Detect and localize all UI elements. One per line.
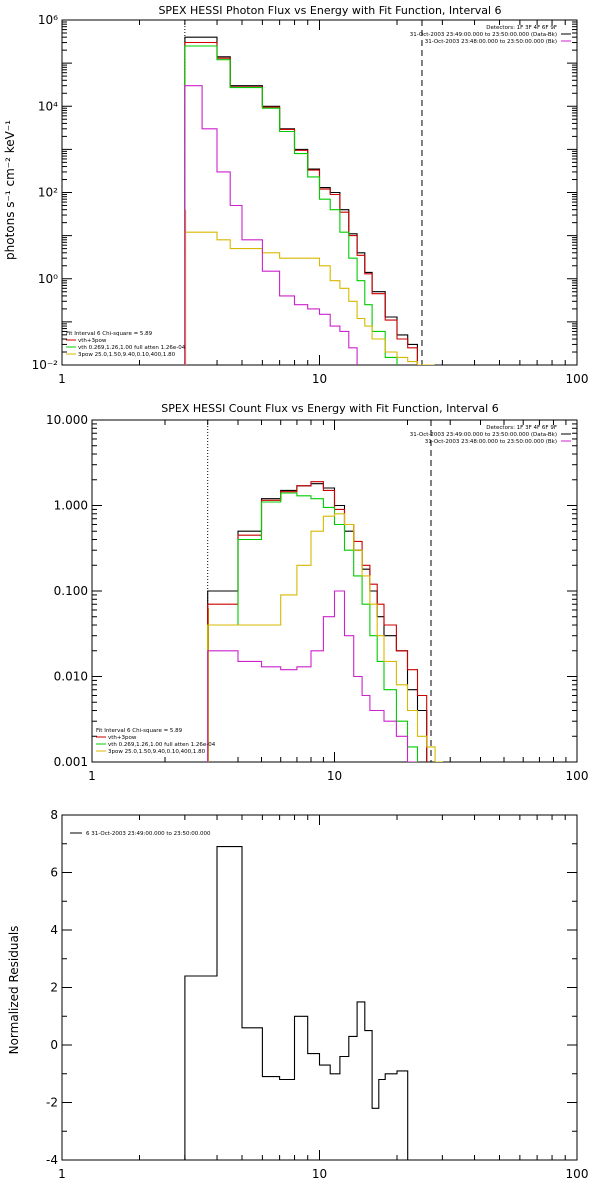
legend-entry: Detectors: 1F 3F 4F 6F 9F [486,425,557,431]
y-tick-label: 10² [38,186,58,200]
y-tick-label: 10.000 [46,413,88,427]
count-flux-panel: SPEX HESSI Count Flux vs Energy with Fit… [46,402,588,783]
y-tick-label: 2 [50,981,58,995]
series-line [184,36,418,365]
photon-flux-plot: 1 10 100 10⁻² 10⁰ 10² 10⁴ 10⁶ Detectors: 1F 3F 4… [32,13,589,386]
y-tick-label: 6 [50,866,58,880]
y-tick-label: 0.100 [54,584,88,598]
legend-entry: 3pow 25.0,1.50,9.40,0.10,400,1.80 [108,749,206,755]
series-line [184,231,435,365]
legend-entry: 31-Oct-2003 23:48:00.000 to 23:50:00.000… [425,39,557,45]
y-tick-label: 0.010 [54,670,88,684]
series-layer [184,20,435,365]
legend-entry: 31-Oct-2003 23:48:00.000 to 23:50:00.000… [425,439,557,445]
y-tick-label: 0.001 [54,755,88,769]
legend-entry: 3pow 25.0,1.50,9.40,0.10,400,1.80 [78,352,176,358]
series-line [207,481,428,762]
x-tick-label: 100 [566,769,589,783]
legend-entry: Detectors: 1F 3F 4F 6F 9F [486,25,557,31]
series-line [207,483,428,762]
legend-entry: vth 0.269,1.26,1.00 full atten 1.26e-04 [108,742,216,748]
legend-entry: 6 31-Oct-2003 23:49:00.000 to 23:50:00.0… [86,831,211,837]
legend-entry: vth+3pow [108,735,137,741]
series-line [184,41,418,365]
series-line [184,846,409,1160]
y-tick-label: 10⁶ [38,13,58,27]
residuals-panel: Normalized Residuals 1 10 100 -4 -2 0 2 4 6 8 6 31… [7,808,588,1181]
series-line [184,85,358,365]
series-layer [207,420,443,762]
legend-entry: Fit Interval 6 Chi-square = 5.89 [66,331,153,337]
legend-entry: vth 0.269,1.26,1.00 full atten 1.26e-04 [78,345,186,351]
x-tick-label: 1 [88,769,96,783]
x-tick-label: 1 [58,372,66,386]
photon-flux-ylabel: photons s⁻¹ cm⁻² keV⁻¹ [3,120,17,260]
x-tick-label: 100 [566,1167,589,1181]
legend-entry: vth+3pow [78,338,107,344]
x-tick-label: 100 [566,372,589,386]
y-tick-label: 4 [50,923,58,937]
plot-frame [61,814,578,1161]
y-tick-label: 1.000 [54,499,88,513]
residuals-plot: 1 10 100 -4 -2 0 2 4 6 8 6 31-Oct-2003 23:49:00.00… [46,808,588,1181]
series-layer [184,846,409,1160]
legend-entry: 31-Oct-2003 23:49:00.000 to 23:50:00.000… [410,432,557,438]
y-tick-label: 8 [50,808,58,822]
y-tick-label: 10⁰ [38,272,58,286]
x-tick-label: 10 [312,372,327,386]
x-tick-label: 10 [312,1167,327,1181]
count-flux-title: SPEX HESSI Count Flux vs Energy with Fit… [161,402,498,415]
y-tick-label: -2 [46,1096,58,1110]
y-tick-label: 10⁴ [38,99,58,113]
series-line [207,513,443,762]
series-line [207,590,418,762]
photon-flux-title: SPEX HESSI Photon Flux vs Energy with Fi… [158,4,501,17]
y-tick-label: 10⁻² [32,358,59,372]
x-tick-label: 10 [327,769,342,783]
residuals-ylabel: Normalized Residuals [7,926,21,1055]
count-flux-plot: 1 10 100 0.001 0.010 0.100 1.000 10.000 Detector… [46,413,588,783]
y-tick-label: 0 [50,1038,58,1052]
legend-entry: Fit Interval 6 Chi-square = 5.89 [96,728,183,734]
legend-entry: 31-Oct-2003 23:49:00.000 to 23:50:00.000… [410,32,557,38]
series-line [184,45,398,365]
y-tick-label: -4 [46,1153,58,1167]
x-tick-label: 1 [58,1167,66,1181]
series-line [207,492,419,762]
photon-flux-panel: SPEX HESSI Photon Flux vs Energy with Fi… [3,4,588,386]
